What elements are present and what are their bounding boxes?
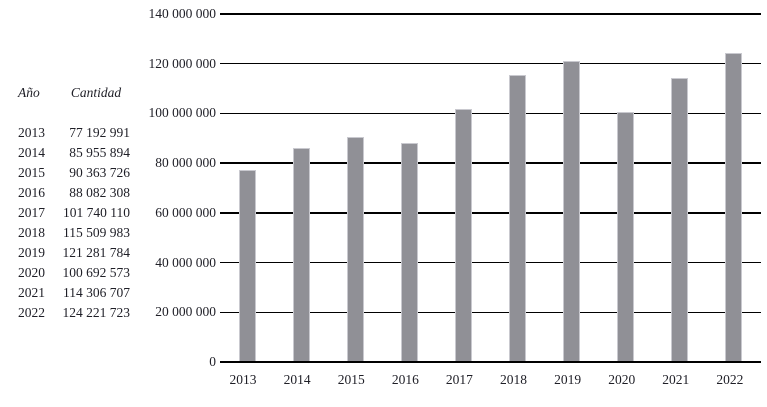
x-axis-tick-label: 2020 bbox=[608, 372, 636, 387]
table-cell-quantity: 115 509 983 bbox=[63, 225, 130, 240]
bar bbox=[671, 77, 689, 362]
table-cell-year: 2015 bbox=[18, 165, 45, 180]
y-axis-tick-label: 140 000 000 bbox=[148, 6, 217, 21]
table-header-row: Año Cantidad bbox=[18, 83, 130, 103]
table-cell-year: 2020 bbox=[18, 265, 45, 280]
table-header-year: Año bbox=[18, 85, 40, 100]
table-row: 2014 85 955 894 bbox=[18, 143, 130, 163]
bar-slot bbox=[653, 14, 707, 362]
gridline bbox=[220, 112, 761, 115]
x-axis-tick-label: 2014 bbox=[283, 372, 311, 387]
table-cell-quantity: 90 363 726 bbox=[69, 165, 130, 180]
table-row: 2015 90 363 726 bbox=[18, 163, 130, 183]
bar bbox=[617, 111, 635, 362]
y-axis-tick-label: 100 000 000 bbox=[148, 105, 217, 121]
table-cell-quantity: 88 082 308 bbox=[69, 185, 130, 200]
bar-slot bbox=[545, 14, 599, 362]
table-body: 2013 77 192 991 2014 85 955 894 2015 90 363 7… bbox=[18, 123, 130, 323]
table-cell-year: 2017 bbox=[18, 205, 45, 220]
bar bbox=[725, 53, 743, 362]
table-cell-quantity: 101 740 110 bbox=[63, 205, 130, 220]
table-cell-year: 2022 bbox=[18, 305, 45, 320]
bars-layer bbox=[220, 14, 761, 362]
gridline bbox=[220, 63, 761, 65]
gridline bbox=[220, 13, 761, 15]
table-row: 2013 77 192 991 bbox=[18, 123, 130, 143]
bar-slot bbox=[382, 14, 436, 362]
data-table: Año Cantidad 2013 77 192 991 2014 85 955 89… bbox=[18, 83, 130, 323]
bar-slot bbox=[490, 14, 544, 362]
gridline bbox=[220, 311, 761, 313]
table-cell-quantity: 77 192 991 bbox=[69, 125, 130, 140]
x-axis-labels: 2013 2014 2015 2016 2017 2018 2019 2020 2021 2022 bbox=[216, 370, 757, 390]
gridline bbox=[220, 212, 761, 214]
table-row: 2022 124 221 723 bbox=[18, 303, 130, 323]
table-cell-quantity: 85 955 894 bbox=[69, 145, 130, 160]
gridline bbox=[220, 162, 761, 164]
x-axis-tick-label: 2016 bbox=[391, 372, 419, 387]
bar bbox=[400, 143, 418, 362]
table-row: 2018 115 509 983 bbox=[18, 223, 130, 243]
y-axis-tick-label: 0 bbox=[209, 354, 216, 369]
table-row: 2017 101 740 110 bbox=[18, 203, 130, 223]
x-axis-line bbox=[220, 361, 761, 363]
gridline bbox=[220, 261, 761, 264]
bar-slot bbox=[274, 14, 328, 362]
bar bbox=[238, 170, 256, 362]
x-axis-tick-label: 2021 bbox=[662, 372, 690, 387]
x-axis-tick-label: 2017 bbox=[445, 372, 473, 387]
table-cell-quantity: 100 692 573 bbox=[62, 265, 131, 280]
y-axis-tick-label: 60 000 000 bbox=[155, 204, 216, 220]
x-axis-tick-label: 2018 bbox=[500, 372, 528, 387]
x-axis-tick-label: 2019 bbox=[554, 372, 582, 387]
table-cell-quantity: 121 281 784 bbox=[62, 245, 131, 260]
table-cell-year: 2016 bbox=[18, 185, 45, 200]
x-axis-tick-label: 2013 bbox=[229, 372, 257, 387]
y-axis-tick-label: 20 000 000 bbox=[155, 304, 216, 320]
y-axis-tick-label: 80 000 000 bbox=[155, 155, 216, 171]
table-cell-year: 2018 bbox=[18, 225, 45, 240]
x-axis-tick-label: 2015 bbox=[337, 372, 365, 387]
bar-slot bbox=[707, 14, 761, 362]
table-cell-year: 2019 bbox=[18, 245, 45, 260]
table-row: 2021 114 306 707 bbox=[18, 283, 130, 303]
bar-slot bbox=[328, 14, 382, 362]
table-header-quantity: Cantidad bbox=[70, 85, 122, 100]
table-cell-year: 2021 bbox=[18, 285, 45, 300]
table-row: 2020 100 692 573 bbox=[18, 263, 130, 283]
table-cell-quantity: 124 221 723 bbox=[62, 305, 131, 320]
y-axis-tick-label: 120 000 000 bbox=[148, 55, 217, 71]
bar-slot bbox=[436, 14, 490, 362]
bar-slot bbox=[599, 14, 653, 362]
bar bbox=[292, 148, 310, 362]
table-row: 2016 88 082 308 bbox=[18, 183, 130, 203]
table-row: 2019 121 281 784 bbox=[18, 243, 130, 263]
y-axis-tick-label: 40 000 000 bbox=[155, 254, 216, 270]
bar bbox=[346, 137, 364, 362]
bar-slot bbox=[220, 14, 274, 362]
table-cell-year: 2014 bbox=[18, 145, 45, 160]
table-cell-quantity: 114 306 707 bbox=[63, 285, 130, 300]
bar bbox=[509, 74, 527, 362]
table-cell-year: 2013 bbox=[18, 125, 45, 140]
x-axis-tick-label: 2022 bbox=[716, 372, 744, 387]
bar bbox=[454, 109, 472, 362]
bar bbox=[563, 60, 581, 362]
